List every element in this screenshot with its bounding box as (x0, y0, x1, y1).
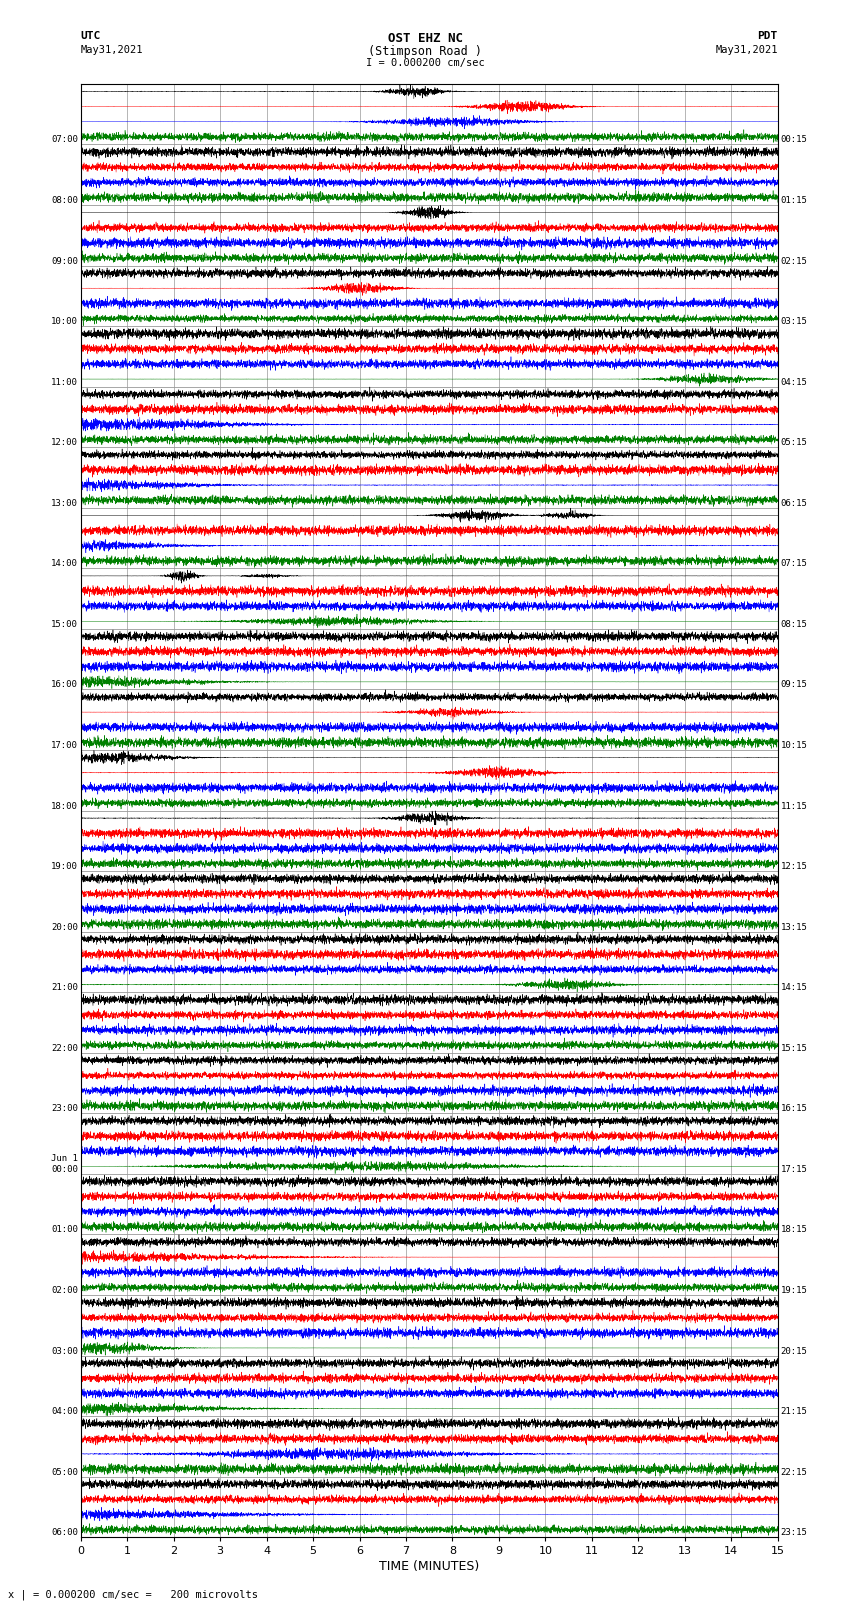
Text: (Stimpson Road ): (Stimpson Road ) (368, 45, 482, 58)
Text: x | = 0.000200 cm/sec =   200 microvolts: x | = 0.000200 cm/sec = 200 microvolts (8, 1589, 258, 1600)
Text: OST EHZ NC: OST EHZ NC (388, 32, 462, 45)
X-axis label: TIME (MINUTES): TIME (MINUTES) (379, 1560, 479, 1573)
Text: May31,2021: May31,2021 (715, 45, 778, 55)
Text: PDT: PDT (757, 31, 778, 40)
Text: UTC: UTC (81, 31, 101, 40)
Text: May31,2021: May31,2021 (81, 45, 144, 55)
Text: I = 0.000200 cm/sec: I = 0.000200 cm/sec (366, 58, 484, 68)
